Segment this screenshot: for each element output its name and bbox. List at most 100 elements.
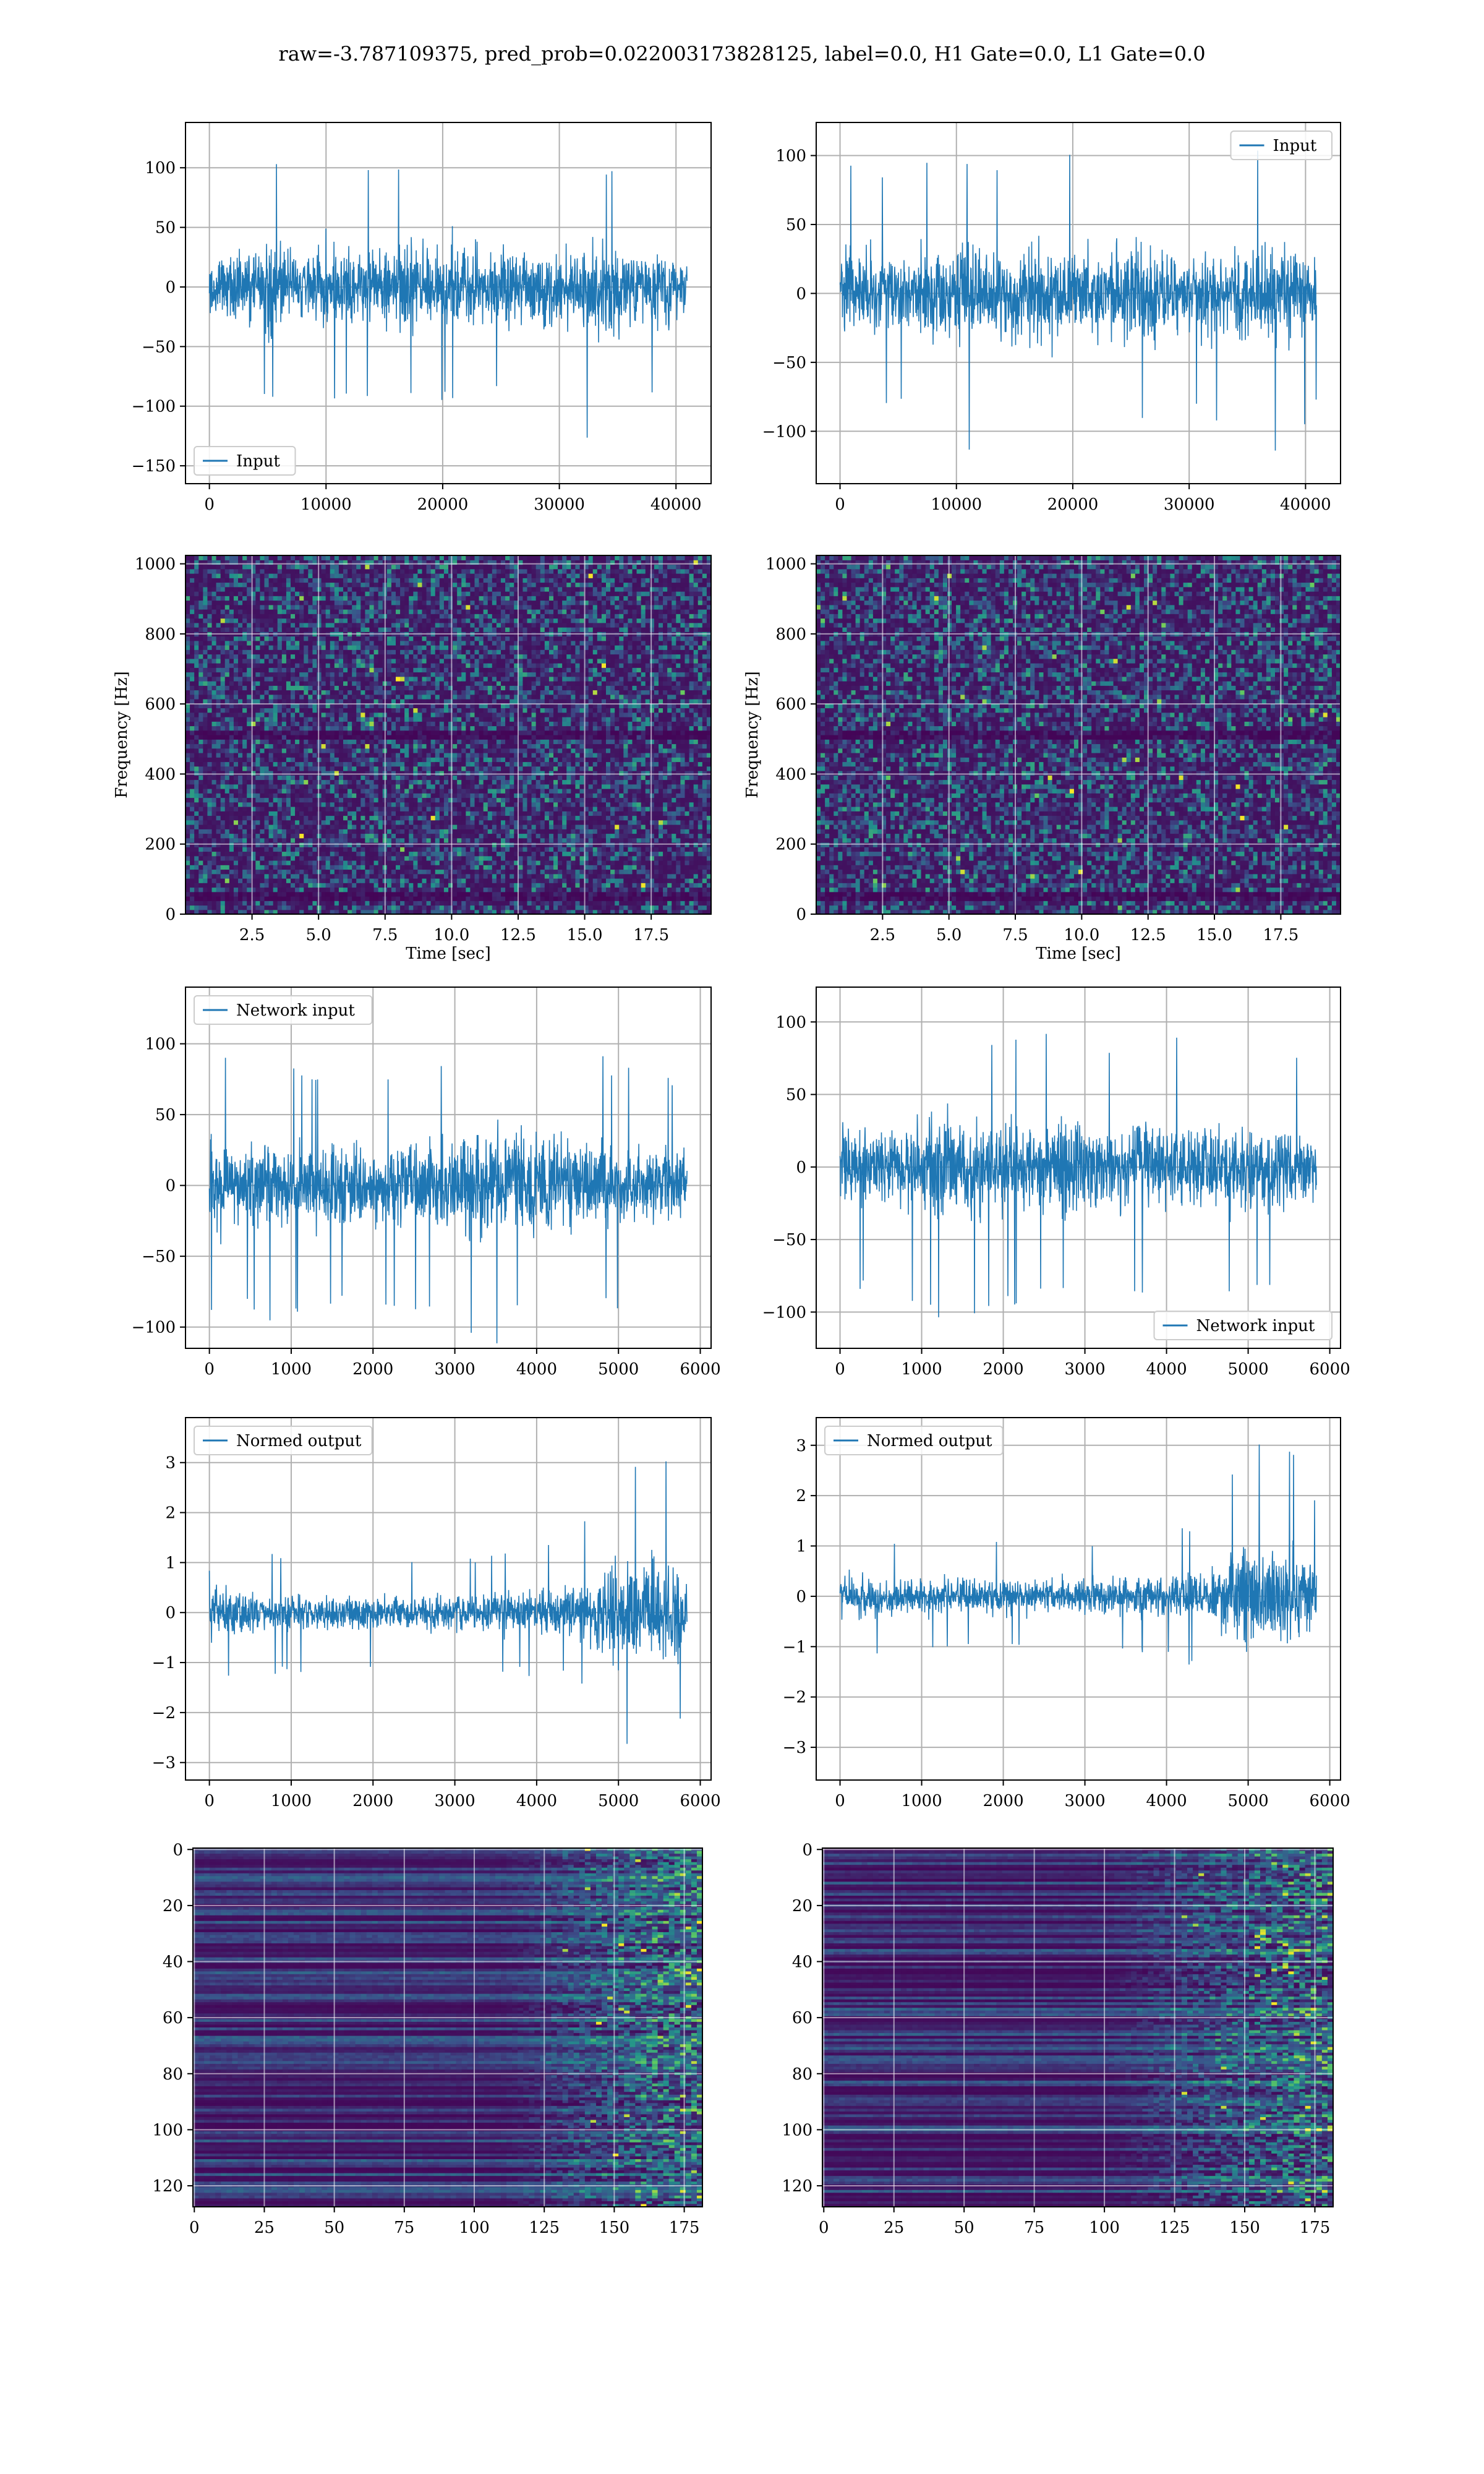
heatmap-cell xyxy=(203,654,208,659)
heatmap-cell xyxy=(365,609,370,614)
heatmap-cell xyxy=(260,578,265,583)
heatmap-cell xyxy=(264,883,270,888)
heatmap-cell xyxy=(426,636,432,641)
heatmap-cell xyxy=(348,600,352,606)
heatmap-cell xyxy=(435,730,440,735)
heatmap-cell xyxy=(338,883,344,888)
heatmap-cell xyxy=(308,640,313,646)
heatmap-cell xyxy=(264,851,270,857)
heatmap-cell xyxy=(443,761,449,767)
heatmap-cell xyxy=(242,905,247,910)
heatmap-cell xyxy=(386,596,392,601)
heatmap-cell xyxy=(299,582,304,588)
heatmap-cell xyxy=(439,829,445,834)
heatmap-cell xyxy=(422,802,427,807)
heatmap-cell xyxy=(312,739,318,745)
heatmap-cell xyxy=(194,614,199,619)
heatmap-cell xyxy=(343,753,348,758)
heatmap-cell xyxy=(308,802,313,807)
heatmap-cell xyxy=(299,604,304,610)
heatmap-cell xyxy=(242,829,247,834)
heatmap-cell xyxy=(273,811,278,816)
heatmap-cell xyxy=(417,789,423,794)
heatmap-cell xyxy=(334,645,339,650)
heatmap-cell xyxy=(186,600,190,606)
heatmap-cell xyxy=(207,811,213,816)
heatmap-cell xyxy=(343,761,348,767)
heatmap-cell xyxy=(229,833,234,839)
heatmap-cell xyxy=(312,878,318,883)
heatmap-cell xyxy=(308,726,313,731)
heatmap-cell xyxy=(338,596,344,601)
heatmap-cell xyxy=(194,739,199,745)
heatmap-cell xyxy=(365,735,370,740)
heatmap-cell xyxy=(321,681,326,686)
heatmap-cell xyxy=(348,748,352,753)
heatmap-cell xyxy=(430,681,436,686)
heatmap-cell xyxy=(413,905,419,910)
heatmap-cell xyxy=(233,779,239,785)
heatmap-cell xyxy=(273,667,278,673)
heatmap-cell xyxy=(435,820,440,825)
heatmap-cell xyxy=(448,811,453,816)
heatmap-cell xyxy=(348,797,352,803)
heatmap-cell xyxy=(216,699,221,704)
heatmap-cell xyxy=(404,717,409,722)
heatmap-cell xyxy=(286,596,291,601)
heatmap-cell xyxy=(268,636,274,641)
heatmap-cell xyxy=(321,582,326,588)
heatmap-cell xyxy=(299,663,304,668)
heatmap-cell xyxy=(229,586,234,592)
heatmap-cell xyxy=(255,568,261,574)
heatmap-cell xyxy=(439,636,445,641)
heatmap-cell xyxy=(268,600,274,606)
heatmap-cell xyxy=(365,708,370,713)
heatmap-cell xyxy=(251,676,256,682)
heatmap-cell xyxy=(400,640,405,646)
heatmap-cell xyxy=(330,807,335,811)
heatmap-cell xyxy=(198,878,203,883)
heatmap-cell xyxy=(443,901,449,906)
heatmap-cell xyxy=(404,775,409,781)
heatmap-cell xyxy=(304,779,309,785)
heatmap-cell xyxy=(334,860,339,865)
heatmap-cell xyxy=(255,901,261,906)
heatmap-cell xyxy=(413,618,419,623)
heatmap-cell xyxy=(194,891,199,897)
heatmap-cell xyxy=(404,739,409,745)
heatmap-cell xyxy=(422,586,427,592)
heatmap-cell xyxy=(190,802,195,807)
heatmap-cell xyxy=(453,735,458,740)
heatmap-cell xyxy=(207,614,213,619)
heatmap-cell xyxy=(264,905,270,910)
heatmap-cell xyxy=(391,568,396,574)
heatmap-cell xyxy=(286,658,291,664)
heatmap-cell xyxy=(220,627,226,632)
heatmap-cell xyxy=(242,560,247,565)
heatmap-cell xyxy=(277,622,283,628)
heatmap-cell xyxy=(198,779,203,785)
heatmap-cell xyxy=(207,887,213,892)
heatmap-cell xyxy=(400,622,405,628)
heatmap-cell xyxy=(365,596,370,601)
heatmap-cell xyxy=(286,708,291,713)
heatmap-cell xyxy=(409,797,414,803)
heatmap-cell xyxy=(321,609,326,614)
heatmap-cell xyxy=(348,564,352,570)
heatmap-cell xyxy=(396,614,401,619)
heatmap-cell xyxy=(417,775,423,781)
heatmap-cell xyxy=(369,761,375,767)
heatmap-cell xyxy=(396,753,401,758)
heatmap-cell xyxy=(348,586,352,592)
heatmap-cell xyxy=(286,555,291,560)
heatmap-cell xyxy=(251,672,256,677)
heatmap-cell xyxy=(435,869,440,875)
heatmap-cell xyxy=(304,757,309,763)
heatmap-cell xyxy=(198,658,203,664)
heatmap-cell xyxy=(439,824,445,829)
heatmap-cell xyxy=(417,829,423,834)
heatmap-cell xyxy=(413,609,419,614)
heatmap-cell xyxy=(330,676,335,682)
heatmap-cell xyxy=(404,676,409,682)
heatmap-cell xyxy=(330,757,335,763)
